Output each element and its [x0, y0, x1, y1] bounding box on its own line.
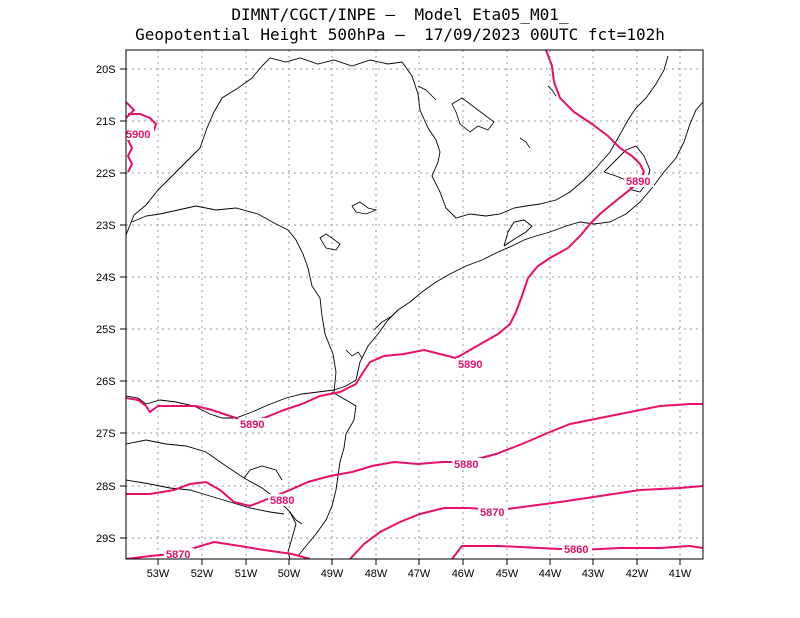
y-tick-label: 29S: [96, 533, 116, 545]
contour-label: 5900: [126, 129, 150, 141]
contour-label: 5870: [480, 507, 504, 519]
chart-title-line-2: Geopotential Height 500hPa – 17/09/2023 …: [135, 25, 665, 44]
map-frame: [125, 49, 704, 560]
y-tick-label: 26S: [96, 376, 116, 388]
contour-label: 5880: [454, 459, 478, 471]
y-axis-labels: 20S 21S 22S 23S 24S 25S 26S 27S 28S 29S: [96, 64, 116, 545]
contour-label: 5890: [458, 359, 482, 371]
contour-label: 5890: [626, 176, 650, 188]
y-tick-label: 23S: [96, 220, 116, 232]
height-contours: [126, 50, 703, 559]
x-tick-label: 44W: [539, 568, 562, 580]
x-tick-label: 50W: [278, 568, 301, 580]
x-tick-label: 47W: [408, 568, 431, 580]
grid-lines: [126, 50, 703, 559]
x-tick-label: 46W: [452, 568, 475, 580]
y-tick-label: 25S: [96, 324, 116, 336]
contour-labels: 5900 5890 5890 5890 5880 5880 5870 5870 …: [126, 128, 654, 561]
x-axis-labels: 53W 52W 51W 50W 49W 48W 47W 46W 45W 44W …: [147, 568, 692, 580]
y-tick-label: 24S: [96, 272, 116, 284]
x-tick-label: 52W: [191, 568, 214, 580]
contour-5880: [126, 403, 703, 508]
x-tick-label: 43W: [582, 568, 605, 580]
y-tick-label: 28S: [96, 481, 116, 493]
contour-5890-west: [126, 383, 357, 424]
contour-label: 5870: [166, 549, 190, 561]
contour-label: 5890: [240, 419, 264, 431]
contour-5890-east: [355, 50, 646, 385]
x-tick-label: 48W: [365, 568, 388, 580]
x-tick-label: 49W: [321, 568, 344, 580]
x-tick-label: 51W: [235, 568, 258, 580]
y-tick-label: 22S: [96, 168, 116, 180]
contour-label: 5860: [564, 544, 588, 556]
contour-label: 5880: [270, 495, 294, 507]
chart-title-line-1: DIMNT/CGCT/INPE – Model Eta05_M01_: [231, 5, 569, 24]
y-tick-label: 27S: [96, 428, 116, 440]
y-tick-label: 20S: [96, 64, 116, 76]
tick-marks: [120, 68, 681, 565]
coastline-borders: [126, 55, 703, 559]
x-tick-label: 53W: [147, 568, 170, 580]
inland-water: [319, 85, 557, 359]
y-tick-label: 21S: [96, 116, 116, 128]
x-tick-label: 41W: [669, 568, 692, 580]
x-tick-label: 42W: [626, 568, 649, 580]
x-tick-label: 45W: [496, 568, 519, 580]
